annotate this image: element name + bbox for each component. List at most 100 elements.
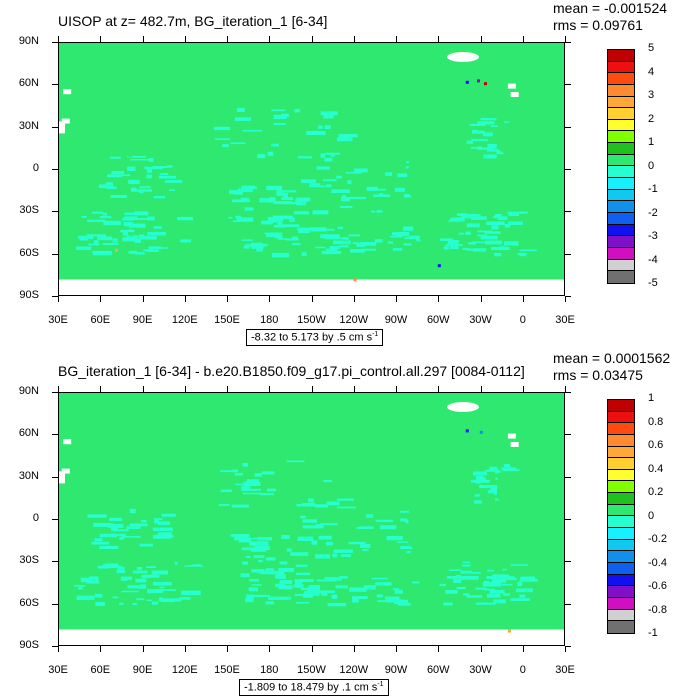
missing-value-band (59, 629, 564, 645)
colorbar-label: 4 (648, 65, 655, 78)
panel-2: BG_iteration_1 [6-34] - b.e20.B1850.f09_… (0, 350, 700, 700)
lat-tick-label: 30N (18, 119, 39, 132)
landmass (175, 184, 232, 223)
anomaly-speck (465, 429, 469, 433)
lat-tick-label: 30S (19, 554, 39, 567)
panel-title: UISOP at z= 482.7m, BG_iteration_1 [6-34… (58, 13, 328, 29)
lon-tick-label: 150E (214, 664, 240, 676)
missing-value-band (59, 279, 564, 295)
colorbar-box (608, 434, 634, 447)
stats-block: mean = 0.0001562 rms = 0.03475 (553, 350, 670, 384)
lon-tick-label: 120W (339, 664, 369, 676)
lon-tick-label: 180 (260, 314, 279, 326)
lat-tick (565, 84, 571, 86)
lat-tick-label: 30N (18, 469, 39, 482)
lon-tick (311, 386, 313, 392)
colorbar-box (608, 189, 634, 202)
map-canvas (59, 43, 564, 295)
lon-tick (522, 36, 524, 42)
colorbar-box (608, 212, 634, 225)
lon-tick (184, 296, 186, 302)
ocean-anomaly-patches (74, 460, 538, 607)
lon-tick (396, 386, 397, 392)
colorbar-box (608, 143, 634, 155)
colorbar-label: 0 (648, 509, 655, 522)
anomaly-speck (479, 430, 483, 434)
colorbar-label: 1 (648, 392, 655, 404)
lon-tick (58, 296, 59, 302)
lon-tick (396, 296, 397, 302)
colorbar-label: -0.8 (648, 603, 667, 616)
colorbar-box (608, 528, 634, 540)
colorbar-box (608, 96, 634, 109)
landmass (493, 421, 564, 469)
lon-tick-label: 120E (171, 314, 198, 326)
colorbar-box (608, 504, 634, 517)
lon-tick (311, 646, 313, 652)
lon-tick (184, 36, 186, 42)
colorbar-label: 0.4 (648, 462, 664, 475)
colorbar-box (608, 259, 634, 272)
missing-value-patch (510, 92, 519, 97)
landmass (286, 421, 438, 508)
lat-tick-label: 60N (18, 427, 39, 440)
missing-value-patch (61, 118, 70, 124)
ocean-anomaly-patches (75, 107, 537, 258)
lon-tick-label: 30W (469, 664, 492, 676)
colorbar-label: 2 (648, 112, 655, 125)
lon-tick (227, 296, 228, 302)
lat-tick (565, 392, 571, 393)
lon-tick (100, 296, 102, 302)
colorbar-box (608, 621, 634, 633)
lon-tick-label: 60W (426, 314, 450, 326)
colorbar-label: 0.8 (648, 415, 664, 428)
lon-tick (438, 36, 440, 42)
lon-tick (396, 36, 397, 42)
landmass (59, 409, 284, 517)
colorbar-box (608, 586, 634, 598)
lat-tick (52, 434, 58, 436)
lon-tick (396, 646, 397, 652)
lon-tick-label: 150E (214, 314, 240, 326)
missing-value-patch (59, 471, 65, 484)
lat-tick-label: 60S (19, 246, 39, 259)
missing-value-patch (63, 89, 72, 95)
colorbar-box (608, 50, 634, 62)
colorbar (607, 399, 635, 634)
landmass (496, 472, 564, 519)
lat-tick-label: 90S (19, 639, 39, 651)
lon-tick (480, 646, 482, 652)
colorbar-box (608, 562, 634, 575)
colorbar-box (608, 154, 634, 167)
lon-tick (353, 296, 355, 302)
lat-tick (52, 519, 58, 520)
missing-value-patch (507, 83, 516, 89)
colorbar-box (608, 400, 634, 412)
map-plot (58, 42, 565, 296)
lon-tick-label: 90E (132, 314, 153, 326)
lon-tick (522, 296, 524, 302)
lon-tick (227, 36, 228, 42)
panel-title: BG_iteration_1 [6-34] - b.e20.B1850.f09_… (58, 363, 525, 379)
lon-tick-label: 90E (132, 664, 153, 676)
lat-tick (52, 169, 58, 170)
colorbar-box (608, 131, 634, 144)
colorbar-label: 0 (648, 159, 655, 172)
colorbar-box (608, 597, 634, 610)
lon-tick-label: 60E (90, 314, 111, 326)
colorbar-box (608, 446, 634, 459)
missing-value-patch (510, 442, 519, 447)
colorbar-label: -5 (648, 277, 658, 289)
lat-tick (52, 42, 58, 43)
mean-label: mean = -0.001524 (553, 0, 668, 16)
colorbar-box (608, 61, 634, 74)
lon-tick (58, 36, 59, 42)
range-label: -1.809 to 18.479 by .1 cm s-1 (239, 679, 389, 696)
lon-tick-label: 90W (384, 314, 408, 326)
colorbar-box (608, 493, 634, 505)
colorbar-box (608, 178, 634, 190)
colorbar-box (608, 224, 634, 237)
missing-value-patch (59, 121, 65, 134)
anomaly-speck (477, 79, 480, 83)
lon-tick (353, 646, 355, 652)
